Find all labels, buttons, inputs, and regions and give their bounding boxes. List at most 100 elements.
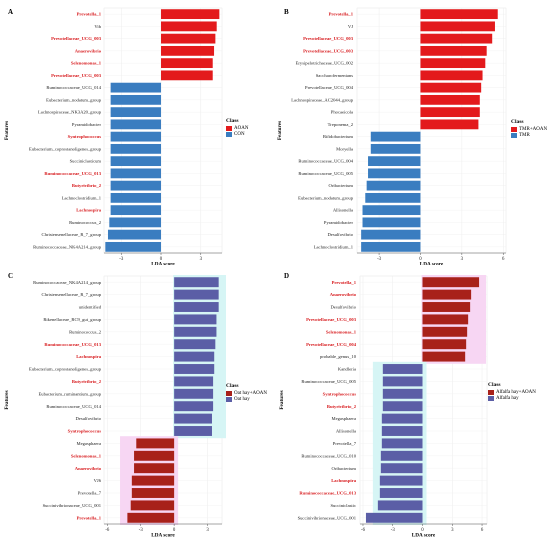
- tick-label: Rikenellaceae_RC9_gut_group: [43, 317, 101, 322]
- bar: [370, 143, 421, 154]
- bar: [382, 364, 423, 374]
- bar: [422, 339, 467, 350]
- bar: [174, 388, 214, 399]
- bar: [361, 229, 421, 240]
- tick-label: Lachnospira: [76, 208, 101, 213]
- legend-swatch: [226, 396, 232, 402]
- legend-label: Oat hay+AOAN: [234, 390, 267, 396]
- panel-c: C Ruminococcaceae_NK4A214_group Christens…: [0, 268, 275, 540]
- legend-swatch: [488, 395, 494, 401]
- tick-label: Prevotellaceae_UCG_003: [303, 36, 354, 41]
- bar: [381, 438, 423, 449]
- tick-label: Ruminococcaceae_UCG_014: [46, 85, 101, 90]
- bar: [174, 413, 212, 424]
- legend-item: TMR+AOAN: [511, 126, 547, 132]
- panel-c-chart: Ruminococcaceae_NK4A214_group Christensen…: [4, 275, 226, 539]
- bar: [174, 277, 219, 288]
- legend-label: CON: [234, 131, 245, 137]
- bar: [362, 217, 421, 228]
- bar: [368, 156, 421, 167]
- legend-item: TMR: [511, 132, 547, 138]
- panel-b-letter: B: [284, 8, 289, 16]
- tick-label: Selenomonas_1: [71, 61, 102, 66]
- bar: [174, 401, 214, 412]
- x-tick-label: 0: [173, 528, 176, 533]
- bar: [366, 180, 421, 191]
- bar: [110, 119, 162, 130]
- tick-label: Anaerovibrio: [75, 48, 102, 53]
- bar: [110, 180, 162, 191]
- bar: [365, 192, 421, 203]
- bar: [377, 500, 423, 511]
- tick-label: Pyramidobacter: [72, 122, 102, 127]
- bar: [161, 21, 217, 32]
- x-tick-label: 3: [206, 528, 209, 533]
- bar: [110, 131, 162, 142]
- tick-label: Oribacterium: [329, 183, 354, 188]
- plot-area: [103, 7, 223, 254]
- panel-d-letter: D: [284, 272, 290, 280]
- bar: [174, 289, 219, 300]
- x-axis-label: LDA score: [412, 533, 436, 539]
- bar: [382, 401, 423, 412]
- x-tick-label: 6: [502, 257, 505, 262]
- panel-b: B Prevotella_1 VJ Prevotellaceae_UCG_003 Pr…: [275, 0, 550, 268]
- y-axis-label: Features: [277, 121, 283, 140]
- bar: [420, 82, 482, 93]
- panel-a-legend: Class AOAN CON: [226, 118, 248, 137]
- x-tick-label: 3: [451, 528, 454, 533]
- bar: [420, 107, 480, 118]
- bar: [361, 241, 421, 252]
- tick-label: Ruminococcaceae_NK4A214_group: [33, 280, 102, 285]
- tick-label: Eubacterium_coprostanoligenes_group: [29, 367, 102, 372]
- legend-title: Class: [226, 383, 239, 389]
- tick-label: Selenomonas_1: [71, 453, 102, 458]
- bar: [110, 107, 162, 118]
- tick-label: Ruminococcaceae_UCG_014: [46, 404, 101, 409]
- tick-label: unidentified: [79, 305, 102, 310]
- tick-label: Lachnoclostridium_1: [62, 195, 102, 200]
- panel-d: D Prevotella_1 Anaerovibrio Desulfovibrio P…: [275, 268, 550, 540]
- tick-label: Butyrivibrio_2: [72, 183, 102, 188]
- tick-label: Prevotellaceae_UCG_003: [303, 48, 354, 53]
- legend-swatch: [226, 390, 232, 396]
- bar: [420, 119, 479, 130]
- tick-label: Ruminococcaceae_UCG_004: [298, 159, 353, 164]
- y-axis-label: Features: [279, 390, 285, 409]
- panel-a-chart: Prevotella_1 Vib Prevotellaceae_UCG_003 Ana…: [4, 7, 223, 268]
- bar: [161, 45, 215, 56]
- legend-swatch: [488, 389, 494, 395]
- bar: [136, 438, 175, 449]
- bar: [381, 413, 423, 424]
- x-tick-label: -6: [361, 528, 366, 533]
- bar: [381, 426, 423, 436]
- bar: [422, 326, 468, 337]
- x-axis-label: LDA score: [151, 533, 175, 539]
- bar: [174, 339, 216, 350]
- tick-label: Ruminococcaceae_NK4A214_group: [33, 244, 102, 249]
- bar: [420, 58, 486, 69]
- bar: [420, 33, 493, 44]
- tick-label: Prevotellaceae_UCG_004: [306, 342, 357, 347]
- tick-label: Anaerovibrio: [330, 292, 357, 297]
- tick-label: Megasphaera: [77, 441, 102, 446]
- bar: [420, 70, 483, 81]
- bar: [382, 388, 423, 399]
- tick-label: Treponema_2: [328, 122, 354, 127]
- tick-label: Selenomonas_1: [326, 329, 357, 334]
- bar: [380, 463, 423, 474]
- tick-label: Butyrivibrio_2: [327, 404, 357, 409]
- bar: [110, 205, 162, 216]
- tick-label: Syntrophococcus: [68, 429, 102, 434]
- bar: [365, 512, 423, 523]
- tick-label: Allisonella: [336, 429, 356, 434]
- legend-item: Oat hay: [226, 396, 267, 402]
- tick-label: Oribacterium: [332, 466, 357, 471]
- tick-label: Succiniclasticum: [70, 159, 102, 164]
- bar: [174, 426, 212, 436]
- panel-c-legend: Class Oat hay+AOAN Oat hay: [226, 383, 267, 402]
- x-tick-label: 3: [461, 257, 464, 262]
- bar: [127, 512, 175, 523]
- tick-label: Lachnospira: [76, 354, 101, 359]
- tick-label: Prevotella_7: [333, 441, 357, 446]
